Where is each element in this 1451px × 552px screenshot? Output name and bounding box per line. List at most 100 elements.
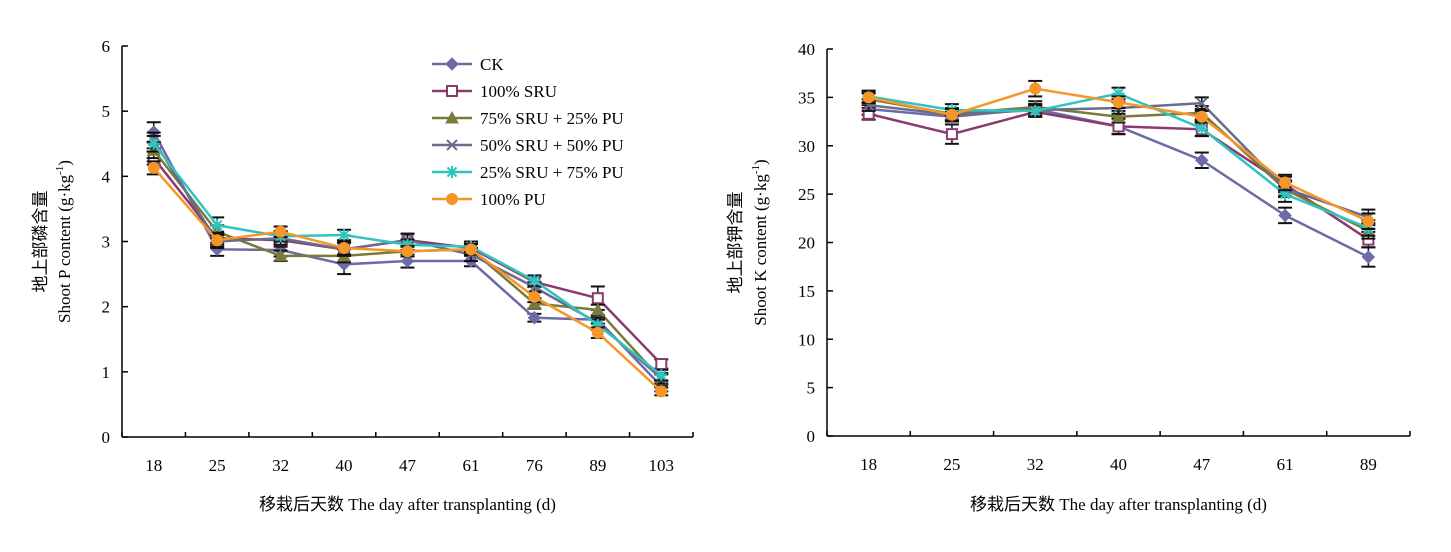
y-tick-label: 25 [798, 185, 815, 204]
data-point [1029, 82, 1042, 95]
y-tick-label: 35 [798, 88, 815, 107]
y-tick-label: 40 [798, 40, 815, 59]
y-tick-label: 5 [102, 102, 111, 121]
x-tick-label: 32 [1027, 455, 1044, 474]
y-tick-label: 1 [102, 363, 111, 382]
y-tick-label: 10 [798, 330, 815, 349]
y-axis-title-cn: 地上部钾含量 [726, 192, 745, 294]
x-tick-label: 76 [526, 456, 543, 475]
data-point [401, 245, 414, 258]
legend-marker [445, 110, 459, 124]
data-point [1112, 87, 1125, 100]
data-point [1029, 104, 1042, 117]
legend-label: 25% SRU + 75% PU [480, 163, 624, 182]
data-point [862, 91, 875, 104]
data-point [273, 248, 288, 262]
x-tick-label: 61 [1277, 455, 1294, 474]
x-tick-label: 103 [649, 456, 675, 475]
data-point [1361, 250, 1376, 264]
y-tick-label: 0 [102, 428, 111, 447]
data-point [1111, 109, 1126, 123]
legend-marker [445, 57, 459, 71]
series-5 [146, 160, 669, 398]
y-axis-title: Shoot K content (g·kg-1) [750, 159, 770, 325]
y-tick-label: 6 [102, 37, 111, 56]
data-point [1279, 188, 1292, 201]
data-point [1112, 96, 1125, 109]
y-tick-label: 5 [807, 379, 816, 398]
legend-item: 100% SRU [432, 82, 557, 101]
chart-panel-k-content: 0 5 10 15 20 25 30 35 40 18 25 32 40 47 61 89 移栽后天数 The … [726, 40, 1411, 514]
data-point [655, 369, 668, 382]
data-point [211, 219, 224, 232]
legend-label: CK [480, 55, 504, 74]
data-point [401, 238, 414, 251]
x-axis-title: 移栽后天数 The day after transplanting (d) [970, 495, 1267, 514]
legend-marker [446, 166, 458, 178]
data-point [1278, 208, 1292, 223]
data-point [945, 108, 958, 121]
data-point [527, 311, 542, 325]
x-tick-label: 25 [209, 456, 226, 475]
x-tick-label: 32 [272, 456, 289, 475]
legend-marker [446, 139, 458, 151]
data-point [591, 318, 604, 331]
x-tick-label: 40 [336, 456, 353, 475]
legend-label: 75% SRU + 25% PU [480, 109, 624, 128]
y-tick-label: 3 [102, 233, 111, 252]
legend: CK 100% SRU 75% SRU + 25% PU 50% SRU + 50% … [432, 55, 624, 209]
data-point [528, 290, 541, 303]
legend-label: 50% SRU + 50% PU [480, 136, 624, 155]
x-tick-label: 89 [1360, 455, 1377, 474]
series-1 [861, 105, 1376, 249]
data-point [400, 254, 415, 268]
x-tick-label: 47 [399, 456, 417, 475]
x-axis-title: 移栽后天数 The day after transplanting (d) [259, 495, 556, 514]
legend-label: 100% PU [480, 190, 546, 209]
data-point [464, 243, 477, 256]
legend-marker [446, 193, 458, 205]
x-tick-label: 18 [860, 455, 877, 474]
legend-marker [446, 85, 458, 97]
y-tick-label: 20 [798, 234, 815, 253]
data-point [1195, 153, 1209, 167]
data-point [211, 234, 224, 247]
data-point [655, 385, 668, 398]
chart-panel-p-content: 0 1 2 3 4 5 6 18 25 32 40 47 61 76 89 103 移栽后天数 The day … [31, 37, 694, 514]
data-point [655, 358, 668, 371]
y-tick-label: 0 [807, 427, 816, 446]
x-tick-label: 61 [462, 456, 479, 475]
data-point [147, 161, 160, 174]
data-point [147, 137, 160, 150]
x-tick-label: 25 [943, 455, 960, 474]
x-tick-label: 89 [589, 456, 606, 475]
y-tick-label: 4 [102, 167, 111, 186]
x-tick-label: 47 [1193, 455, 1211, 474]
legend-item: 25% SRU + 75% PU [432, 163, 624, 182]
data-point [591, 292, 604, 305]
legend-item: CK [432, 55, 504, 74]
legend-label: 100% SRU [480, 82, 557, 101]
series-line [152, 167, 663, 393]
data-point [338, 242, 351, 255]
y-tick-label: 15 [798, 282, 815, 301]
legend-item: 50% SRU + 50% PU [432, 136, 624, 155]
data-point [1279, 176, 1292, 189]
x-tick-label: 40 [1110, 455, 1127, 474]
data-point [590, 302, 605, 316]
data-point [1195, 122, 1208, 135]
data-point [591, 326, 604, 339]
legend-item: 100% PU [432, 190, 546, 209]
legend-item: 75% SRU + 25% PU [432, 109, 624, 128]
data-point [1195, 110, 1208, 123]
y-axis-title: Shoot P content (g·kg-1) [54, 160, 74, 323]
data-point [1362, 215, 1375, 228]
data-point [528, 274, 541, 287]
data-point [274, 225, 287, 238]
data-point [945, 128, 958, 141]
data-point [338, 228, 351, 241]
y-tick-label: 2 [102, 298, 111, 317]
y-tick-label: 30 [798, 137, 815, 156]
series-5 [861, 79, 1376, 230]
